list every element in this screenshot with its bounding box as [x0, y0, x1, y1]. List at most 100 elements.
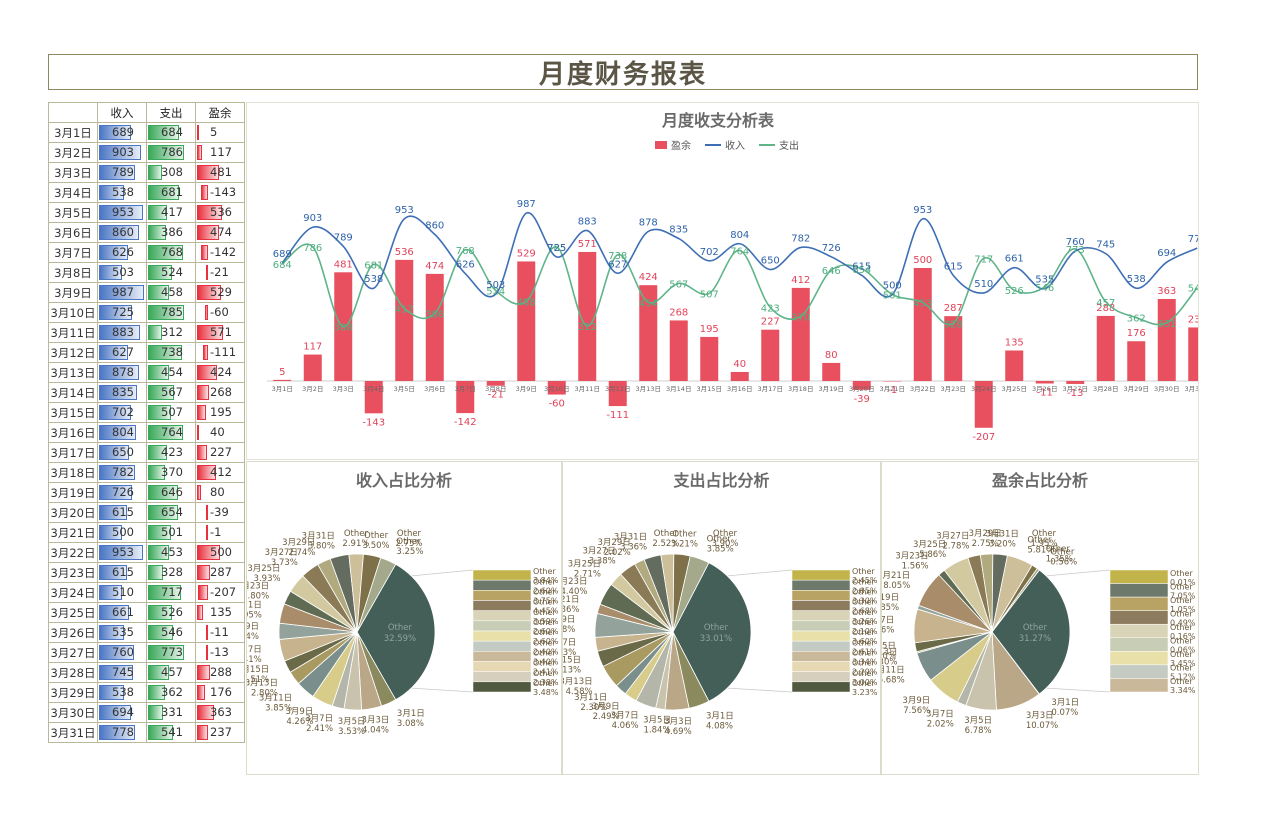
pie-pct-label: 2.30% [580, 703, 607, 713]
surplus-cell-databar [203, 345, 208, 360]
expense-cell-value: 312 [161, 325, 183, 339]
surplus-cell: 135 [195, 602, 245, 623]
expense-point-label: 328 [944, 319, 963, 330]
expense-point-label: 417 [395, 304, 414, 315]
surplus-bar-label: -39 [854, 394, 870, 405]
breakdown-connector [1046, 569, 1111, 577]
income-cell: 726 [97, 482, 147, 503]
breakdown-pct: 3.30% [852, 596, 878, 605]
pie-label: Other [1023, 623, 1048, 633]
breakdown-pct: 3.00% [852, 678, 878, 687]
pie-other-label: Other [1032, 529, 1057, 539]
breakdown-pct: 3.34% [852, 657, 878, 666]
pie-label: Other [388, 623, 413, 633]
header-income: 收入 [97, 102, 147, 123]
income-cell-value: 694 [112, 705, 134, 719]
expense-cell-databar [148, 365, 169, 380]
expense-point-label: 501 [883, 290, 902, 301]
pie-pct-label: 10.07% [1026, 721, 1058, 731]
income-cell-databar [99, 125, 131, 140]
surplus-pie-chart: 盈余占比分析Other31.27%3月1日0.07%3月3日10.07%3月5日… [861, 471, 1196, 736]
income-cell-databar [99, 565, 127, 580]
surplus-cell-value: 227 [210, 445, 232, 459]
row-date: 3月13日 [48, 362, 98, 383]
pie-label: 3月17日 [882, 616, 894, 626]
table-row: 3月1日 689 684 5 [48, 122, 245, 143]
income-cell: 626 [97, 242, 147, 263]
surplus-bar [1127, 341, 1146, 381]
main-legend: 盈余 收入 支出 [655, 139, 799, 152]
legend-swatch-surplus [655, 141, 667, 149]
breakdown-pct: 3.34% [1170, 686, 1196, 695]
expense-cell: 541 [146, 722, 196, 743]
breakdown-label: Other [533, 648, 556, 657]
pie-pct-label: 3.50% [363, 541, 390, 551]
pie-pct-label: 0.30% [882, 658, 897, 668]
surplus-bar [608, 381, 627, 407]
breakdown-label: Other [852, 608, 875, 617]
row-date: 3月19日 [48, 482, 98, 503]
income-cell: 500 [97, 522, 147, 543]
surplus-bar [852, 381, 871, 390]
x-tick-label: 3月26日 [1032, 385, 1057, 393]
expense-cell: 328 [146, 562, 196, 583]
breakdown-label: Other [852, 567, 875, 576]
surplus-cell-value: 500 [210, 545, 232, 559]
breakdown-segment [1109, 664, 1169, 679]
surplus-cell-databar [197, 425, 199, 440]
x-tick-label: 3月23日 [941, 385, 966, 393]
expense-cell-value: 457 [161, 665, 183, 679]
expense-cell-databar [148, 385, 174, 400]
income-point-label: 627 [608, 259, 627, 270]
expense-cell: 331 [146, 702, 196, 723]
pie-label: 3月19日 [882, 593, 899, 603]
expense-cell: 370 [146, 462, 196, 483]
surplus-bar-label: -1 [887, 385, 897, 396]
surplus-cell: 40 [195, 422, 245, 443]
breakdown-bar: Other3.84%Other2.60%Other3.75%Other4.45%… [472, 567, 559, 697]
pie-slice [672, 562, 752, 702]
income-cell: 903 [97, 142, 147, 163]
expense-cell-value: 328 [161, 565, 183, 579]
row-date: 3月27日 [48, 642, 98, 663]
surplus-bar [303, 354, 322, 381]
table-row: 3月13日 878 454 424 [48, 362, 245, 383]
expense-cell-value: 362 [161, 685, 183, 699]
pie-label: Other [654, 529, 679, 539]
expense-cell-value: 654 [161, 505, 183, 519]
surplus-bar [791, 287, 810, 381]
x-tick-label: 3月30日 [1154, 385, 1179, 393]
table-row: 3月5日 953 417 536 [48, 202, 245, 223]
income-point-label: 760 [1066, 237, 1085, 248]
pie-label: 3月11日 [574, 693, 607, 703]
breakdown-pct: 3.75% [533, 596, 559, 605]
income-cell: 878 [97, 362, 147, 383]
income-point-label: 835 [669, 225, 688, 236]
expense-point-label: 646 [822, 266, 841, 277]
table-row: 3月22日 953 453 500 [48, 542, 245, 563]
expense-cell-databar [148, 625, 173, 640]
breakdown-label: Other [1170, 637, 1193, 646]
expense-cell: 786 [146, 142, 196, 163]
pie-pct-label: 3.80% [308, 541, 335, 551]
expense-cell: 738 [146, 342, 196, 363]
surplus-cell-value: -13 [210, 645, 229, 659]
surplus-cell-value: 363 [210, 705, 232, 719]
main-chart-panel: 月度收支分析表 盈余 收入 支出 5 3月1日 117 3月2日 481 3月3日 -143 3月4日… [246, 102, 1213, 460]
row-date: 3月9日 [48, 282, 98, 303]
income-cell-value: 745 [112, 665, 134, 679]
table-row: 3月21日 500 501 -1 [48, 522, 245, 543]
income-cell-value: 615 [112, 505, 134, 519]
surplus-cell-value: 287 [210, 565, 232, 579]
surplus-cell-databar [206, 625, 208, 640]
pie-pct-label: 1.84% [644, 726, 671, 736]
breakdown-segment [472, 630, 532, 642]
expense-cell: 646 [146, 482, 196, 503]
pie-label: Other [1046, 544, 1071, 554]
expense-point-label: 453 [913, 298, 932, 309]
income-cell-value: 878 [112, 365, 134, 379]
breakdown-pct: 2.41% [533, 668, 559, 677]
row-date: 3月7日 [48, 242, 98, 263]
row-date: 3月1日 [48, 122, 98, 143]
breakdown-label: Other [533, 669, 556, 678]
